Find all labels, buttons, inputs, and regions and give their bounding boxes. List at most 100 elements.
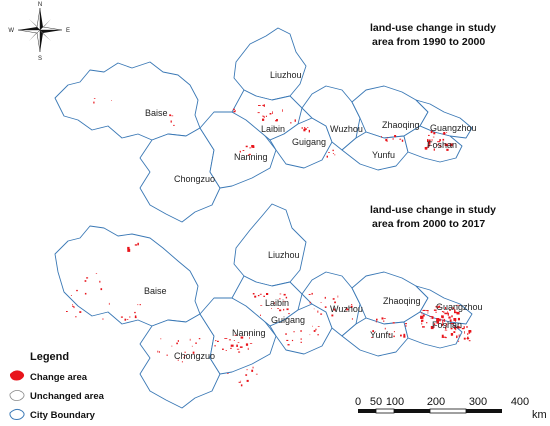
change-speck — [320, 313, 323, 315]
change-speck — [450, 322, 454, 325]
legend-label-change-area: Change area — [30, 372, 88, 383]
change-speck — [442, 138, 445, 141]
change-speck — [76, 289, 78, 292]
change-speck — [134, 311, 136, 314]
change-speck — [430, 130, 433, 134]
change-speck — [66, 311, 68, 312]
change-speck — [442, 319, 444, 322]
change-speck — [228, 339, 231, 341]
map-title-1-line1: land-use change in study — [370, 22, 496, 34]
change-speck — [445, 145, 448, 146]
change-speck — [248, 154, 250, 156]
change-speck — [263, 116, 265, 118]
city-label-chongzuo: Chongzuo — [174, 174, 215, 184]
change-speck — [214, 345, 216, 347]
change-speck — [191, 345, 193, 347]
change-speck — [421, 322, 423, 325]
change-speck — [70, 295, 72, 296]
change-speck — [421, 315, 424, 319]
change-speck — [260, 305, 263, 306]
change-speck — [435, 311, 437, 313]
change-speck — [300, 338, 302, 340]
scale-tick-200: 200 — [427, 396, 445, 408]
change-speck — [134, 316, 137, 319]
change-speck — [381, 136, 382, 138]
city-labels: Liuzhou Baise Laibin Wuzhou Zhaoqing Gua… — [144, 250, 483, 361]
change-speck — [137, 304, 139, 306]
change-speck — [384, 327, 386, 330]
change-speck — [439, 139, 441, 142]
change-speck — [249, 147, 252, 149]
change-areas — [66, 242, 472, 387]
change-speck — [435, 306, 438, 308]
change-speck — [429, 316, 433, 317]
city-label-yunfu: Yunfu — [372, 150, 395, 160]
change-speck — [371, 337, 373, 338]
change-speck — [425, 147, 427, 150]
change-speck — [184, 355, 186, 356]
change-speck — [160, 338, 162, 340]
change-speck — [433, 148, 435, 151]
change-speck — [251, 145, 254, 148]
scale-tick-0: 0 — [355, 396, 361, 408]
change-speck — [177, 340, 179, 342]
change-speck — [317, 310, 319, 313]
city-label-baise: Baise — [145, 108, 168, 118]
change-speck — [346, 308, 348, 311]
change-speck — [436, 306, 440, 308]
scale-tick-300: 300 — [469, 396, 487, 408]
change-speck — [315, 328, 317, 331]
change-speck — [381, 317, 384, 320]
change-speck — [192, 352, 195, 354]
change-speck — [217, 340, 219, 342]
boundary-liuzhou — [233, 203, 307, 287]
change-speck — [332, 298, 335, 300]
change-speck — [445, 143, 448, 146]
change-speck — [422, 326, 425, 328]
change-speck — [446, 132, 448, 133]
change-speck — [245, 343, 249, 346]
change-speck — [127, 246, 130, 250]
change-speck — [251, 369, 254, 372]
city-boundary-swatch — [9, 408, 25, 420]
change-speck — [425, 310, 429, 311]
map-title-2-line1: land-use change in study — [370, 204, 496, 216]
change-speck — [246, 379, 249, 382]
change-speck — [436, 319, 439, 321]
change-speck — [139, 304, 141, 306]
change-speck — [233, 108, 235, 110]
change-speck — [444, 329, 448, 331]
change-speck — [242, 150, 245, 151]
boundary-yunfu — [341, 131, 409, 171]
change-speck — [124, 318, 127, 321]
change-speck — [309, 301, 311, 304]
change-speck — [437, 144, 438, 146]
change-speck — [233, 110, 236, 113]
change-speck — [394, 135, 397, 138]
change-speck — [317, 326, 320, 327]
change-speck — [328, 152, 330, 153]
change-speck — [422, 314, 425, 317]
change-speck — [320, 302, 322, 303]
boundary-wuzhou — [301, 85, 361, 151]
change-speck — [313, 330, 316, 332]
boundary-baise — [54, 225, 201, 327]
change-speck — [84, 292, 87, 295]
change-speck — [308, 294, 311, 295]
change-speck — [266, 293, 269, 295]
boundary-chongzuo — [139, 127, 221, 223]
change-speck — [431, 139, 433, 142]
change-speck — [454, 309, 456, 313]
compass-south: S — [38, 56, 42, 62]
scale-tick-400: 400 — [511, 396, 529, 408]
city-boundaries — [54, 27, 473, 223]
change-speck — [285, 296, 288, 299]
change-speck — [454, 311, 457, 314]
change-speck — [120, 316, 123, 318]
change-speck — [240, 384, 243, 387]
change-speck — [445, 326, 447, 330]
legend-title: Legend — [30, 351, 69, 363]
change-speck — [308, 129, 310, 133]
compass-north: N — [38, 2, 42, 8]
change-speck — [458, 340, 460, 342]
